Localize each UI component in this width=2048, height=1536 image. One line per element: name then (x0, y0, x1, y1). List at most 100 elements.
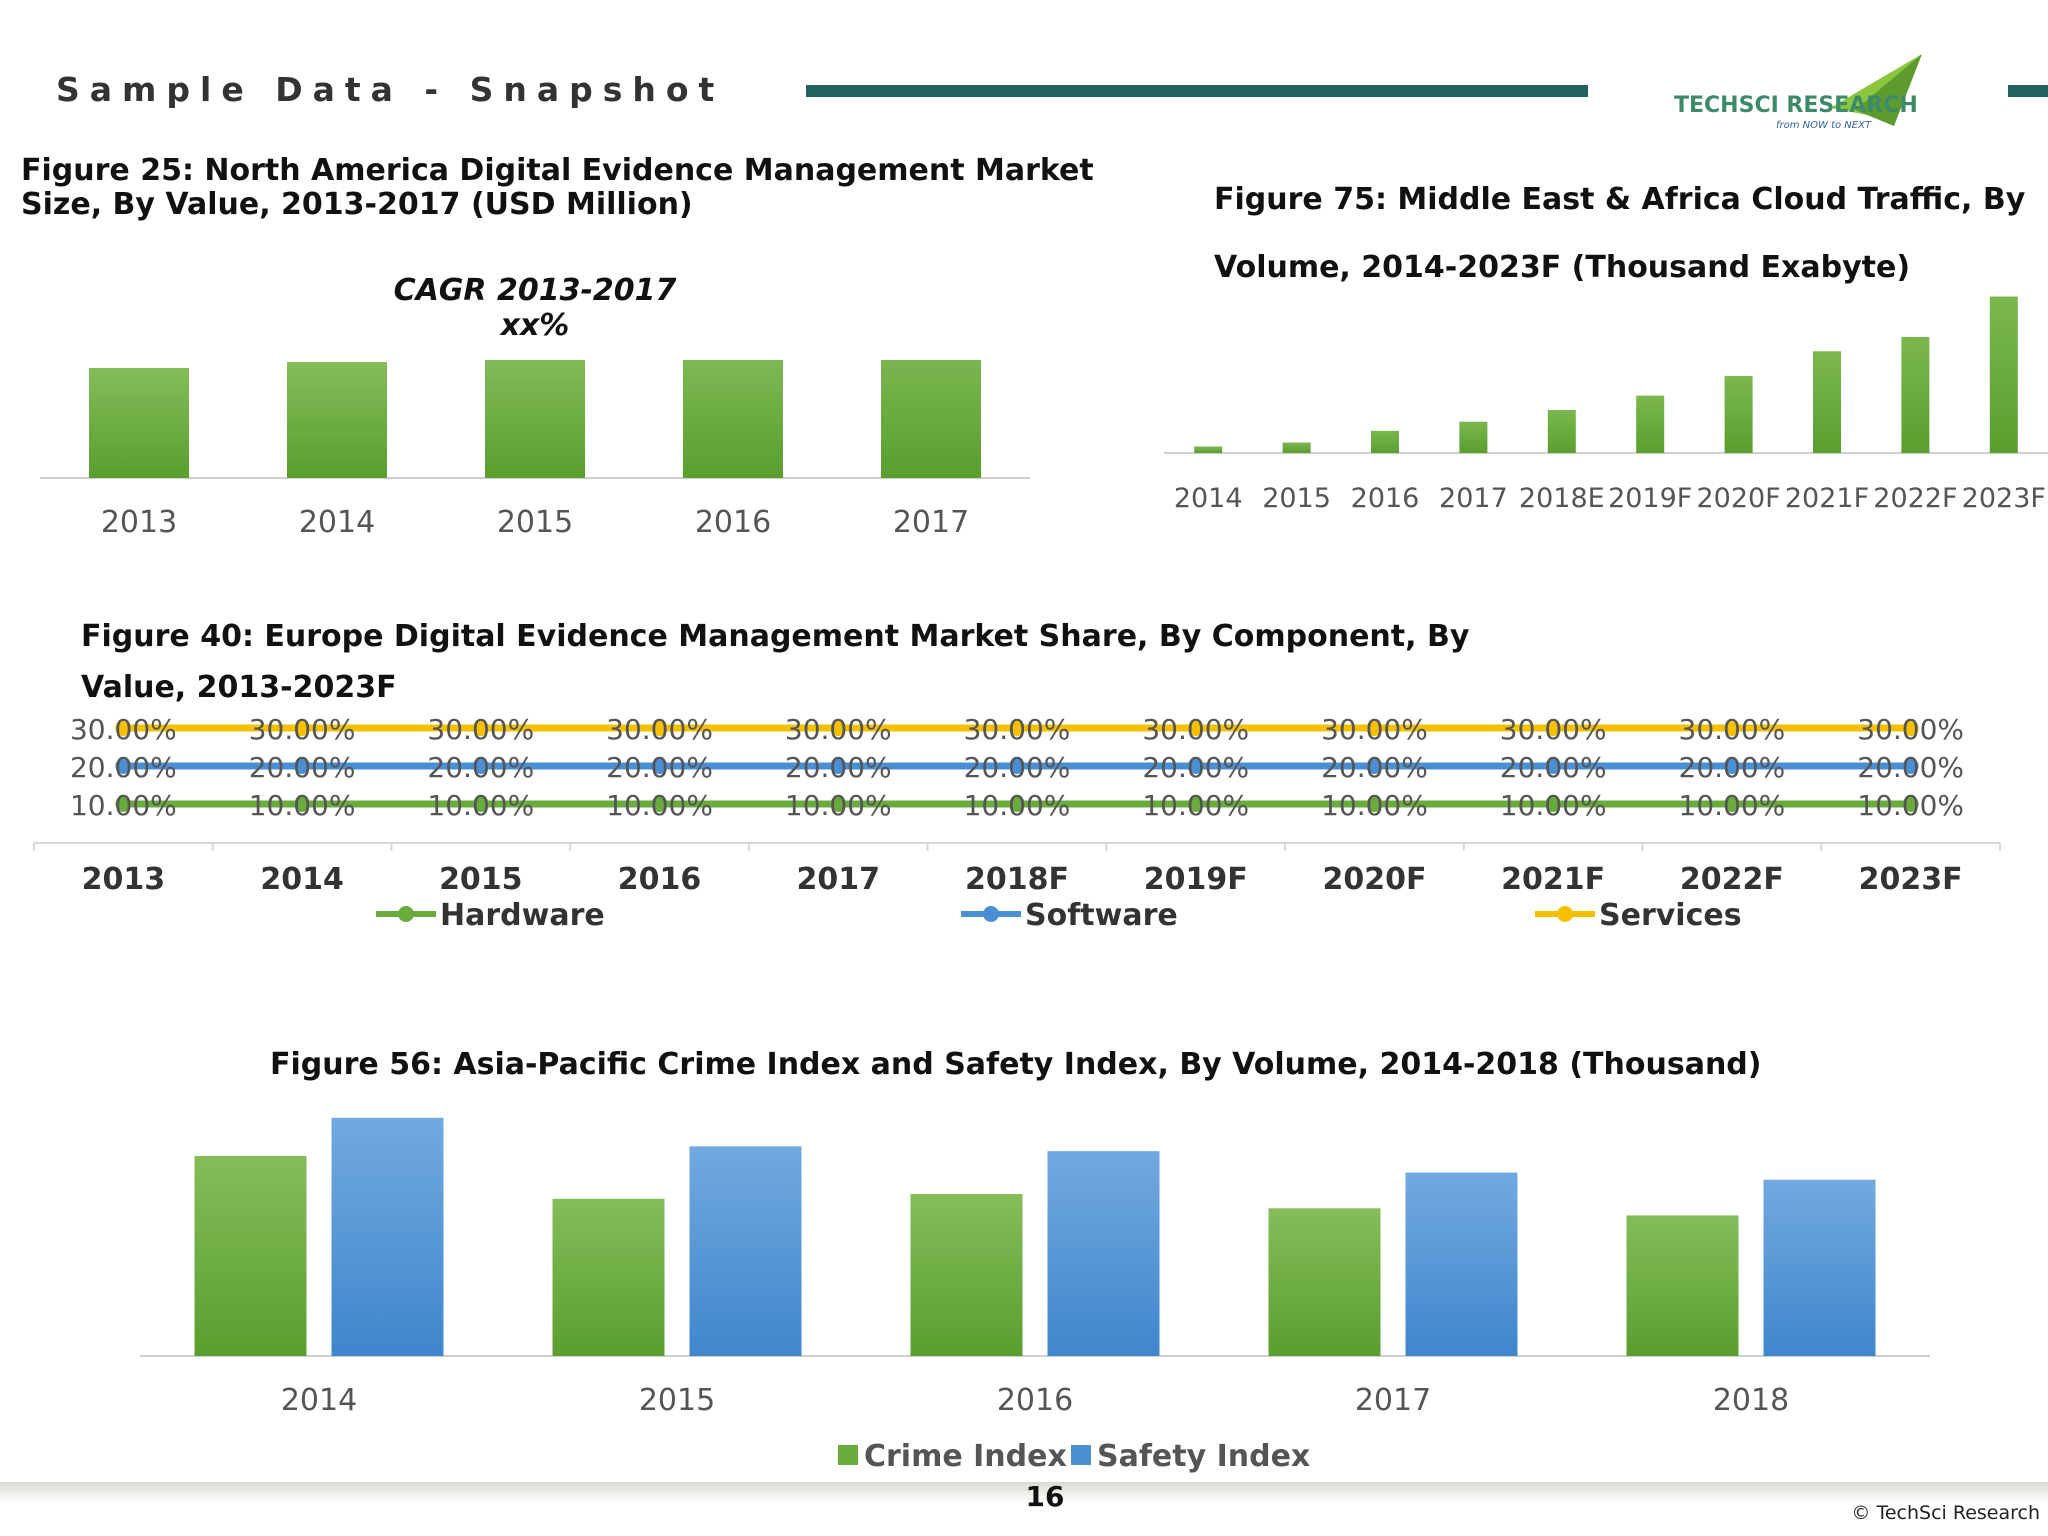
fig56-bar-safety (1047, 1151, 1160, 1356)
fig75-bar (1724, 376, 1753, 453)
fig40-legend-label: Services (1599, 898, 1742, 933)
logo-name: TECHSCI RESEARCH (1674, 93, 1918, 118)
fig56-x-tick: 2018 (1713, 1383, 1789, 1418)
fig56-legend-swatch (838, 1445, 858, 1465)
fig56-bar-safety (331, 1117, 444, 1356)
fig40-legend-marker (398, 906, 414, 922)
fig25-bar (89, 368, 189, 478)
fig40-data-label: 30.00% (1500, 713, 1607, 746)
fig40-x-tick: 2013 (82, 862, 166, 897)
fig40-point (1902, 796, 1919, 812)
fig56-x-tick: 2014 (281, 1383, 357, 1418)
fig75-x-tick: 2023F (1962, 483, 2046, 514)
fig40-x-tick: 2023F (1859, 862, 1963, 897)
fig75-x-tick: 2021F (1785, 483, 1869, 514)
fig40-data-label: 20.00% (1857, 751, 1964, 784)
fig40-data-label: 30.00% (964, 713, 1071, 746)
fig40-point (1366, 720, 1383, 736)
fig40-point (1366, 758, 1383, 774)
fig40-data-label: 10.00% (964, 789, 1071, 822)
logo-swoosh-icon (1830, 54, 1922, 118)
fig40-data-label: 10.00% (1857, 789, 1964, 822)
fig56-x-tick: 2017 (1355, 1383, 1431, 1418)
fig40-data-label: 30.00% (606, 713, 713, 746)
fig25-bar (683, 360, 783, 478)
fig40-point (1902, 758, 1919, 774)
fig40-point (830, 796, 847, 812)
fig40-point (294, 720, 311, 736)
fig40-data-label: 20.00% (1500, 751, 1607, 784)
footer-shadow (0, 1482, 2048, 1504)
fig40-point (1902, 720, 1919, 736)
fig25-x-tick: 2015 (497, 505, 573, 540)
fig40-x-tick: 2019F (1144, 862, 1248, 897)
fig40-point (472, 796, 489, 812)
fig40-x-tick: 2021F (1501, 862, 1605, 897)
fig40-point (1187, 796, 1204, 812)
fig75-x-tick: 2020F (1696, 483, 1780, 514)
page-number: 16 (1025, 1480, 1065, 1513)
fig75-bar (1282, 442, 1311, 453)
fig40-legend-marker (983, 906, 999, 922)
fig75-bar (1813, 351, 1841, 453)
fig40-point (1009, 758, 1025, 774)
fig40-data-label: 30.00% (1321, 713, 1428, 746)
fig40-x-tick: 2017 (797, 862, 881, 897)
fig40-data-label: 30.00% (1857, 713, 1964, 746)
fig56-bar-crime (1268, 1208, 1381, 1356)
fig25-x-tick: 2016 (695, 505, 771, 540)
cagr-value: xx% (500, 308, 570, 343)
fig40-point (1009, 720, 1025, 736)
fig75-bar (1989, 296, 2018, 453)
fig40-point (1545, 758, 1562, 774)
fig75-bar (1547, 409, 1576, 453)
fig75-x-tick: 2018E (1519, 483, 1605, 514)
fig56-chart: 2014 2015 2016 2017 2018 Crime Index Safety In… (140, 1117, 1930, 1474)
fig40-x-tick: 2022F (1680, 862, 1784, 897)
fig40-point (651, 720, 668, 736)
fig40-x-tick: 2015 (439, 862, 523, 897)
fig40-data-label: 20.00% (964, 751, 1071, 784)
fig40-data-label: 20.00% (427, 751, 534, 784)
fig56-bar-safety (689, 1146, 802, 1356)
fig40-data-label: 30.00% (1679, 713, 1786, 746)
fig56-bar-crime (194, 1155, 307, 1356)
fig40-point (294, 758, 311, 774)
fig56-x-tick: 2015 (639, 1383, 715, 1418)
fig75-bar (1371, 430, 1399, 453)
fig75-x-tick: 2022F (1873, 483, 1957, 514)
fig75-bar (1194, 446, 1223, 453)
header-divider-bar (806, 85, 1588, 97)
fig40-legend-marker (1557, 906, 1573, 922)
fig40-point (830, 720, 847, 736)
fig40-data-label: 10.00% (606, 789, 713, 822)
fig40-data-label: 10.00% (427, 789, 534, 822)
fig40-data-label: 20.00% (70, 751, 177, 784)
fig40-point (115, 796, 132, 812)
fig40-point (651, 796, 668, 812)
techsci-logo: TECHSCI RESEARCH from NOW to NEXT (1674, 54, 1922, 131)
fig40-data-label: 20.00% (249, 751, 356, 784)
cagr-label: CAGR 2013-2017 (393, 273, 677, 308)
fig40-title: Figure 40: Europe Digital Evidence Manag… (81, 619, 1470, 705)
fig75-x-tick: 2015 (1262, 483, 1331, 514)
logo-tagline: from NOW to NEXT (1776, 120, 1872, 131)
copyright-notice: © TechSci Research (1851, 1502, 2040, 1524)
fig25-title: Figure 25: North America Digital Evidenc… (21, 153, 1094, 222)
fig40-data-label: 10.00% (1500, 789, 1607, 822)
fig40-data-label: 30.00% (249, 713, 356, 746)
fig40-legend-label: Hardware (440, 898, 605, 933)
fig40-data-label: 30.00% (785, 713, 892, 746)
fig40-point (1545, 796, 1562, 812)
fig25-x-tick: 2014 (299, 505, 375, 540)
fig40-data-label: 20.00% (606, 751, 713, 784)
fig25-x-tick: 2013 (101, 505, 177, 540)
fig40-legend-label: Software (1025, 898, 1178, 933)
fig75-x-tick: 2016 (1351, 483, 1420, 514)
fig40-point (472, 720, 489, 736)
fig56-bar-safety (1405, 1172, 1518, 1356)
fig56-bar-safety (1763, 1179, 1876, 1356)
page-header-title: Sample Data - Snapshot (56, 70, 725, 109)
fig40-point (1009, 796, 1025, 812)
fig75-bar (1901, 336, 1930, 453)
